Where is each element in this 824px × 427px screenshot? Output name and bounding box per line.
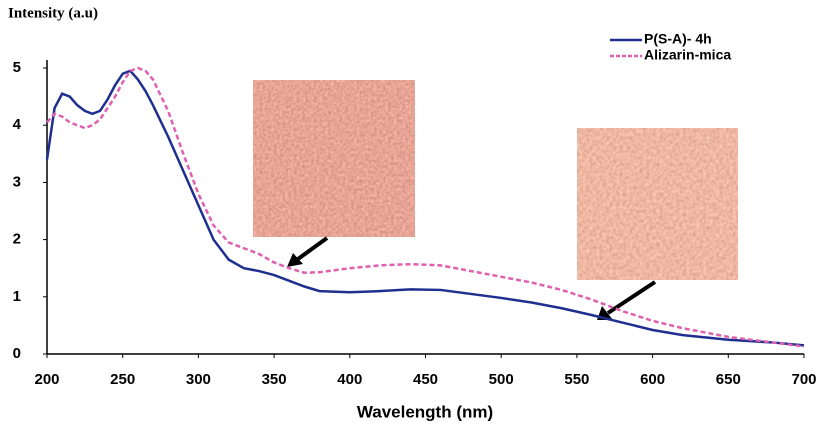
inset-photo <box>253 80 415 237</box>
legend-label: P(S-A)- 4h <box>644 31 712 47</box>
arrow <box>296 236 657 315</box>
inset-photo <box>577 128 738 280</box>
line <box>46 66 805 348</box>
x-tick-label: 500 <box>489 371 514 388</box>
legend-label: Alizarin-mica <box>644 47 731 63</box>
x-tick-label: 450 <box>413 371 438 388</box>
x-axis-label: Wavelength (nm) <box>357 402 493 421</box>
x-tick-label: 600 <box>640 371 665 388</box>
line <box>45 69 805 347</box>
y-tick-label: 0 <box>13 345 21 362</box>
x-tick-label: 200 <box>34 371 59 388</box>
x-tick-label: 700 <box>791 371 816 388</box>
x-tick-label: 650 <box>716 371 741 388</box>
y-tick-label: 2 <box>13 231 21 248</box>
y-axis-label: Intensity (a.u) <box>8 5 98 21</box>
y-tick-label: 1 <box>13 288 21 305</box>
x-tick-label: 300 <box>186 371 211 388</box>
y-tick-label: 3 <box>13 173 21 190</box>
y-tick-label: 4 <box>13 116 22 133</box>
arrowhead <box>287 253 303 267</box>
y-tick-label: 5 <box>13 59 21 76</box>
x-tick-label: 250 <box>110 371 135 388</box>
x-tick-label: 550 <box>564 371 589 388</box>
x-tick-label: 350 <box>262 371 287 388</box>
x-tick-label: 400 <box>337 371 362 388</box>
